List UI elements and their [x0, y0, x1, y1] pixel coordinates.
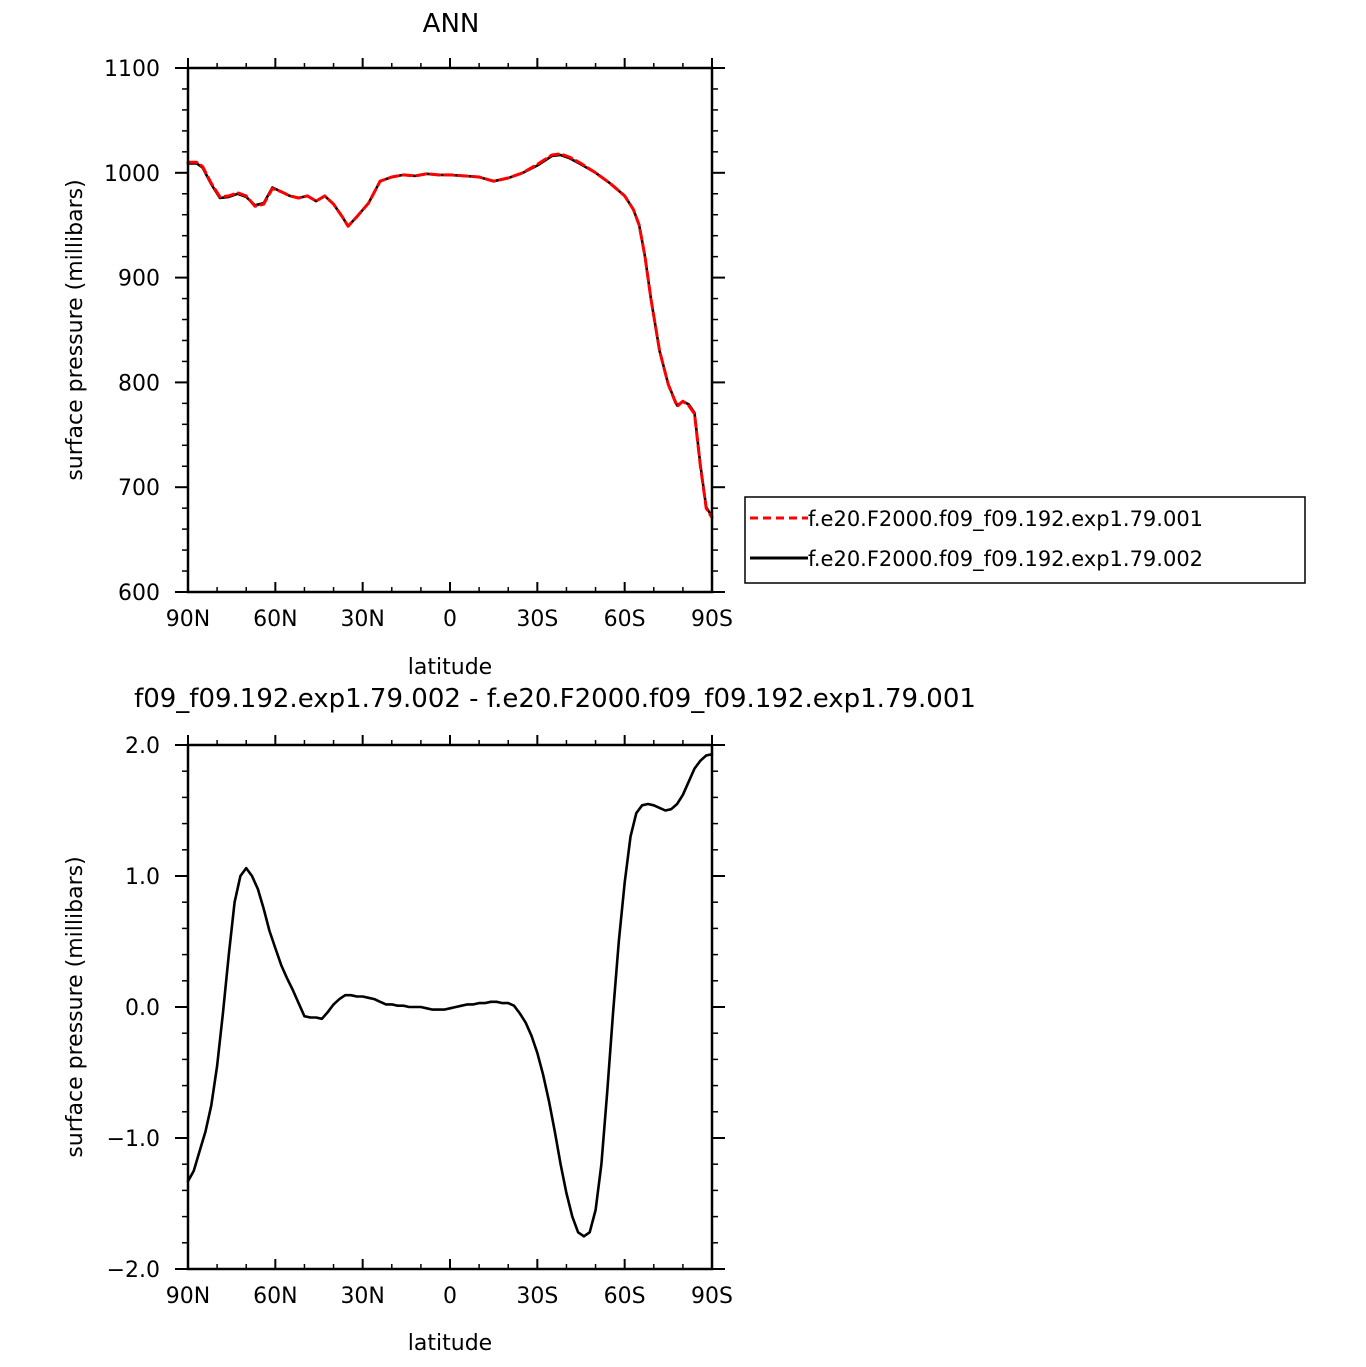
- series-layer: [186, 752, 714, 1238]
- x-tick-label: 60N: [253, 607, 297, 632]
- y-axis-label: surface pressure (millibars): [63, 856, 88, 1157]
- x-tick-label: 30N: [340, 1284, 384, 1309]
- x-tick-label: 30S: [516, 1284, 558, 1309]
- x-tick-label: 90N: [166, 1284, 210, 1309]
- difference-chart-title: f09_f09.192.exp1.79.002 - f.e20.F2000.f0…: [134, 684, 976, 714]
- legend-box: [744, 496, 1306, 584]
- ticks-layer: 90N 60N 30N 0 30S 60S 90S 600 700 800 900 1000 1100: [104, 57, 733, 632]
- x-tick-label: 0: [443, 607, 457, 632]
- y-tick-label: −1.0: [107, 1127, 160, 1152]
- x-tick-label: 60S: [604, 607, 646, 632]
- y-tick-label: 2.0: [125, 734, 160, 759]
- ticks-layer: 90N 60N 30N 0 30S 60S 90S −2.0 −1.0 0.0 1.0 2.0: [107, 734, 733, 1309]
- y-tick-label: 700: [118, 476, 160, 501]
- x-axis-label: latitude: [408, 655, 492, 680]
- series-line-0: [186, 152, 714, 520]
- series-layer: [186, 152, 714, 520]
- bottom-chart-panel: f09_f09.192.exp1.79.002 - f.e20.F2000.f0…: [63, 684, 976, 1356]
- y-tick-label: 600: [118, 581, 160, 606]
- x-tick-label: 90N: [166, 607, 210, 632]
- y-tick-label: 1100: [104, 57, 160, 82]
- y-tick-label: 1000: [104, 162, 160, 187]
- y-tick-label: 0.0: [125, 996, 160, 1021]
- x-tick-label: 90S: [691, 1284, 733, 1309]
- y-axis-label: surface pressure (millibars): [63, 179, 88, 480]
- legend-label-001: f.e20.F2000.f09_f09.192.exp1.79.001: [808, 507, 1203, 532]
- x-tick-label: 90S: [691, 607, 733, 632]
- x-tick-label: 30N: [340, 607, 384, 632]
- y-tick-label: 900: [118, 267, 160, 292]
- x-axis-label: latitude: [408, 1331, 492, 1356]
- series-line-0: [186, 752, 714, 1238]
- x-tick-label: 60N: [253, 1284, 297, 1309]
- y-tick-label: 800: [118, 371, 160, 396]
- x-tick-label: 60S: [604, 1284, 646, 1309]
- y-tick-label: −2.0: [107, 1258, 160, 1283]
- legend: f.e20.F2000.f09_f09.192.exp1.79.001 f.e2…: [744, 496, 1306, 584]
- x-tick-label: 0: [443, 1284, 457, 1309]
- x-tick-label: 30S: [516, 607, 558, 632]
- plot-frame: [186, 66, 714, 594]
- legend-label-002: f.e20.F2000.f09_f09.192.exp1.79.002: [808, 547, 1203, 572]
- y-tick-label: 1.0: [125, 865, 160, 890]
- top-chart-panel: ANN 90N 60N 30N 0 30S 60S 90S 600 700 800 900 1000 1…: [63, 9, 1306, 680]
- chart-title: ANN: [423, 9, 480, 39]
